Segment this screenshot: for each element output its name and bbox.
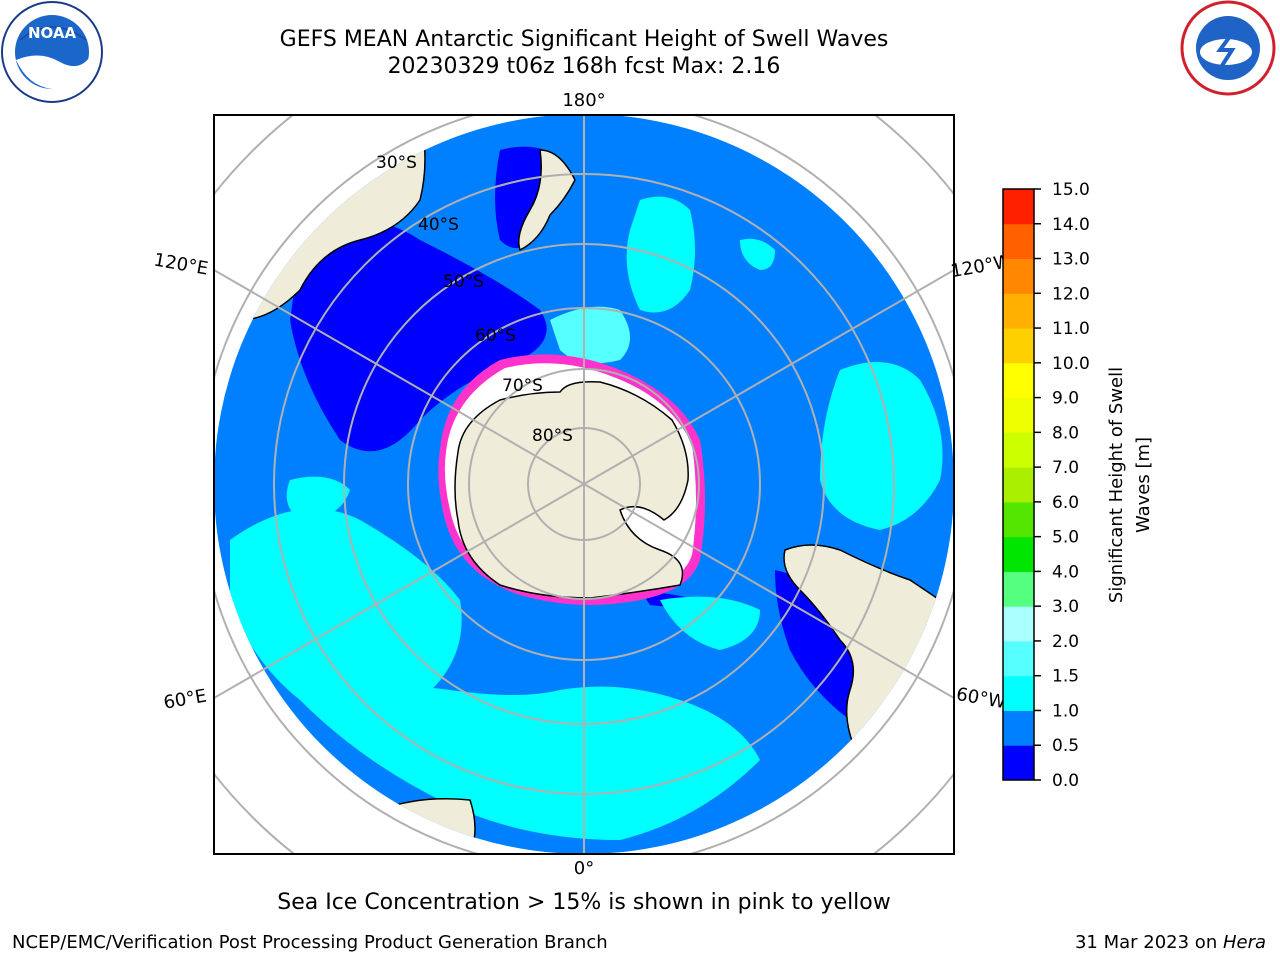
colorbar-segment — [1003, 432, 1034, 468]
map-title: GEFS MEAN Antarctic Significant Height o… — [279, 27, 889, 52]
colorbar-tick-label: 13.0 — [1052, 250, 1090, 270]
colorbar-tick-label: 5.0 — [1052, 528, 1079, 548]
colorbar-segment — [1003, 745, 1034, 781]
lon-label-0: 0° — [574, 858, 594, 879]
colorbar-tick-label: 6.0 — [1052, 493, 1079, 513]
colorbar-segment — [1003, 501, 1034, 538]
lon-label-60e: 60°E — [162, 685, 208, 713]
footer-host: Hera — [1222, 932, 1266, 953]
colorbar-ticks: 0.0 0.5 1.0 1.5 2.0 3.0 4.0 5.0 6.0 7.0 8.0 9.0 10.0… — [1034, 180, 1090, 791]
colorbar-tick-label: 0.5 — [1052, 736, 1079, 756]
colorbar-segment — [1003, 223, 1034, 260]
lat-label-40s: 40°S — [418, 215, 459, 235]
colorbar-tick-label: 3.0 — [1052, 597, 1079, 617]
colorbar-tick-label: 12.0 — [1052, 284, 1090, 304]
colorbar-tick-label: 4.0 — [1052, 562, 1079, 582]
map-subtitle: 20230329 t06z 168h fcst Max: 2.16 — [387, 54, 781, 79]
colorbar-tick-label: 14.0 — [1052, 215, 1090, 235]
noaa-logo-text: NOAA — [28, 24, 77, 42]
colorbar-segment — [1003, 258, 1034, 294]
colorbar-segment — [1003, 710, 1034, 746]
lon-label-120e: 120°E — [152, 249, 210, 279]
colorbar-tick-label: 11.0 — [1052, 319, 1090, 339]
colorbar-tick-label: 2.0 — [1052, 632, 1079, 652]
colorbar-tick-label: 1.5 — [1052, 667, 1079, 687]
lat-label-60s: 60°S — [475, 326, 516, 346]
footer-date: 31 Mar 2023 on Hera — [1075, 932, 1266, 953]
colorbar-tick-label: 7.0 — [1052, 458, 1079, 478]
footer-credit: NCEP/EMC/Verification Post Processing Pr… — [12, 932, 608, 953]
colorbar-segment — [1003, 606, 1034, 642]
colorbar — [1003, 189, 1034, 781]
colorbar-segment — [1003, 536, 1034, 572]
colorbar-label-line2: Waves [m] — [1133, 437, 1154, 533]
noaa-logo-icon: NOAA — [1, 1, 103, 103]
sea-ice-caption: Sea Ice Concentration > 15% is shown in … — [277, 890, 891, 915]
lat-label-50s: 50°S — [443, 272, 484, 292]
colorbar-segment — [1003, 571, 1034, 607]
nws-logo-icon — [1180, 0, 1276, 96]
lat-label-70s: 70°S — [502, 376, 543, 396]
colorbar-frame — [1002, 188, 1035, 781]
colorbar-segment — [1003, 189, 1034, 225]
lat-label-30s: 30°S — [376, 153, 417, 173]
colorbar-tick-label: 1.0 — [1052, 701, 1079, 721]
colorbar-tick-label: 8.0 — [1052, 423, 1079, 443]
colorbar-segment — [1003, 293, 1034, 329]
colorbar-tick-label: 10.0 — [1052, 354, 1090, 374]
lon-label-180: 180° — [562, 90, 605, 111]
colorbar-segment — [1003, 640, 1034, 677]
footer-date-text: 31 Mar 2023 on — [1074, 932, 1223, 953]
lat-label-80s: 80°S — [532, 426, 573, 446]
colorbar-tick-label: 0.0 — [1052, 771, 1079, 791]
map-frame — [213, 114, 955, 855]
colorbar-tick-label: 9.0 — [1052, 389, 1079, 409]
colorbar-segment — [1003, 362, 1034, 399]
colorbar-segment — [1003, 675, 1034, 711]
colorbar-segment — [1003, 397, 1034, 433]
lon-label-60w: 60°W — [955, 684, 1008, 713]
colorbar-segment — [1003, 467, 1034, 503]
colorbar-segment — [1003, 328, 1034, 364]
colorbar-label-line1: Significant Height of Swell — [1106, 367, 1127, 603]
colorbar-tick-label: 15.0 — [1052, 180, 1090, 200]
longitude-grid — [214, 115, 954, 854]
